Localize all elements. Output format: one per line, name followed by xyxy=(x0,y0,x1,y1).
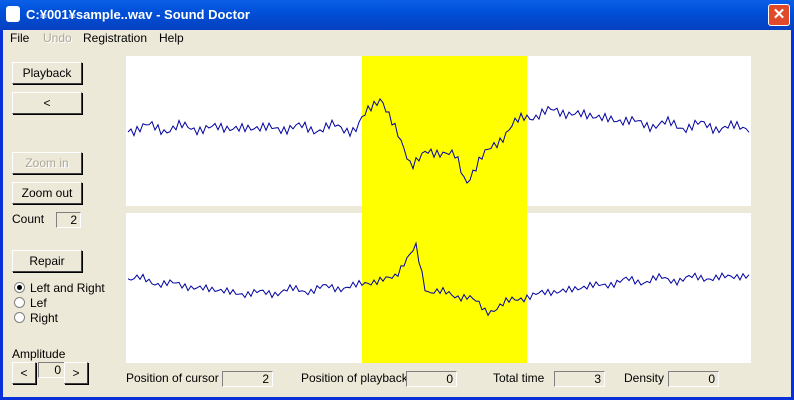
menu-item[interactable]: File xyxy=(10,31,30,45)
close-button[interactable]: ✕ xyxy=(768,4,790,26)
window-title: C:¥001¥sample..wav - Sound Doctor xyxy=(26,7,250,22)
amplitude-value: 0 xyxy=(38,362,65,378)
count-value: 2 xyxy=(56,212,81,228)
back-button[interactable]: < xyxy=(12,92,82,114)
radio[interactable] xyxy=(14,312,25,323)
waveform xyxy=(127,97,750,184)
status-label: Total time xyxy=(493,371,545,385)
radio-label[interactable]: Right xyxy=(30,311,59,325)
amplitude-label: Amplitude xyxy=(12,347,66,361)
status-value: 3 xyxy=(554,371,605,387)
selection xyxy=(362,56,527,363)
radio-label[interactable]: Left and Right xyxy=(30,281,105,295)
app-icon xyxy=(6,6,20,22)
waveform xyxy=(127,241,750,317)
repair-button[interactable]: Repair xyxy=(12,250,82,272)
status-label: Position of playback xyxy=(301,371,408,385)
status-label: Density xyxy=(624,371,665,385)
status-value: 0 xyxy=(668,371,719,387)
amp-down-button[interactable]: < xyxy=(12,362,36,384)
waveform-view[interactable] xyxy=(126,56,751,363)
amp-up-button[interactable]: > xyxy=(64,362,88,384)
zoom-out-button[interactable]: Zoom out xyxy=(12,182,82,204)
menu-item[interactable]: Help xyxy=(159,31,184,45)
menu-item: Undo xyxy=(43,31,72,45)
count-label: Count xyxy=(12,212,45,226)
radio[interactable] xyxy=(14,282,25,293)
title-bar: C:¥001¥sample..wav - Sound Doctor ✕ xyxy=(0,0,794,30)
radio[interactable] xyxy=(14,297,25,308)
status-label: Position of cursor xyxy=(126,371,219,385)
status-value: 0 xyxy=(406,371,457,387)
menu-item[interactable]: Registration xyxy=(83,31,148,45)
playback-button[interactable]: Playback xyxy=(12,62,82,84)
zoom-in-button: Zoom in xyxy=(12,152,82,174)
radio-label[interactable]: Lef xyxy=(30,296,47,310)
status-value: 2 xyxy=(222,371,273,387)
